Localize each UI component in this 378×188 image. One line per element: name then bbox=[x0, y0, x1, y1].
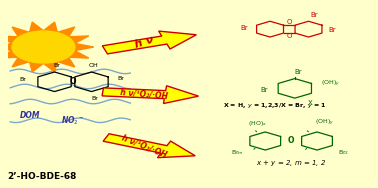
Text: DOM: DOM bbox=[20, 111, 41, 120]
Polygon shape bbox=[43, 62, 57, 72]
Text: OH: OH bbox=[88, 63, 98, 68]
Polygon shape bbox=[12, 57, 29, 67]
Text: Br: Br bbox=[260, 87, 268, 93]
Polygon shape bbox=[0, 43, 12, 51]
Polygon shape bbox=[102, 31, 196, 54]
Polygon shape bbox=[57, 27, 75, 37]
Polygon shape bbox=[75, 43, 94, 51]
Text: (OH)$_y$: (OH)$_y$ bbox=[315, 118, 334, 128]
Polygon shape bbox=[43, 22, 57, 32]
Polygon shape bbox=[103, 134, 195, 158]
Text: Br: Br bbox=[240, 25, 248, 31]
Polygon shape bbox=[0, 51, 19, 58]
Text: h ν/¹O₂/·OH: h ν/¹O₂/·OH bbox=[120, 87, 168, 101]
Text: Br: Br bbox=[19, 77, 26, 82]
Text: Br: Br bbox=[328, 27, 336, 33]
Polygon shape bbox=[68, 36, 89, 43]
Text: h ν: h ν bbox=[133, 35, 155, 50]
Text: Br$_2$: Br$_2$ bbox=[338, 148, 350, 157]
Text: O: O bbox=[288, 136, 294, 145]
Text: 2’-HO-BDE-68: 2’-HO-BDE-68 bbox=[7, 172, 76, 181]
Text: h ν/¹O₂/·OH: h ν/¹O₂/·OH bbox=[120, 133, 168, 160]
Polygon shape bbox=[57, 57, 75, 67]
Text: Br: Br bbox=[53, 63, 60, 68]
Circle shape bbox=[12, 31, 75, 63]
Text: Br$_m$: Br$_m$ bbox=[231, 148, 244, 157]
Text: NO$_2$$^-$: NO$_2$$^-$ bbox=[61, 114, 85, 127]
Text: Br: Br bbox=[295, 69, 302, 75]
Text: O: O bbox=[287, 33, 292, 39]
Text: X = H, $y$ = 1,2,3/X = Br, $y$ = 1: X = H, $y$ = 1,2,3/X = Br, $y$ = 1 bbox=[223, 101, 326, 110]
Text: O: O bbox=[70, 77, 76, 86]
Text: (OH)$_y$: (OH)$_y$ bbox=[321, 78, 340, 89]
Polygon shape bbox=[29, 22, 43, 32]
Text: O: O bbox=[287, 19, 292, 25]
Text: X: X bbox=[308, 100, 313, 106]
Text: (HO)$_x$: (HO)$_x$ bbox=[248, 119, 268, 128]
Text: Br: Br bbox=[92, 96, 99, 101]
Polygon shape bbox=[29, 62, 43, 72]
Text: $x$ + $y$ = 2, $m$ = 1, 2: $x$ + $y$ = 2, $m$ = 1, 2 bbox=[256, 158, 326, 168]
Polygon shape bbox=[0, 36, 19, 43]
Polygon shape bbox=[12, 27, 29, 37]
Text: Br: Br bbox=[118, 77, 124, 81]
Polygon shape bbox=[68, 51, 89, 58]
Polygon shape bbox=[102, 86, 198, 104]
Text: Br: Br bbox=[310, 12, 318, 18]
